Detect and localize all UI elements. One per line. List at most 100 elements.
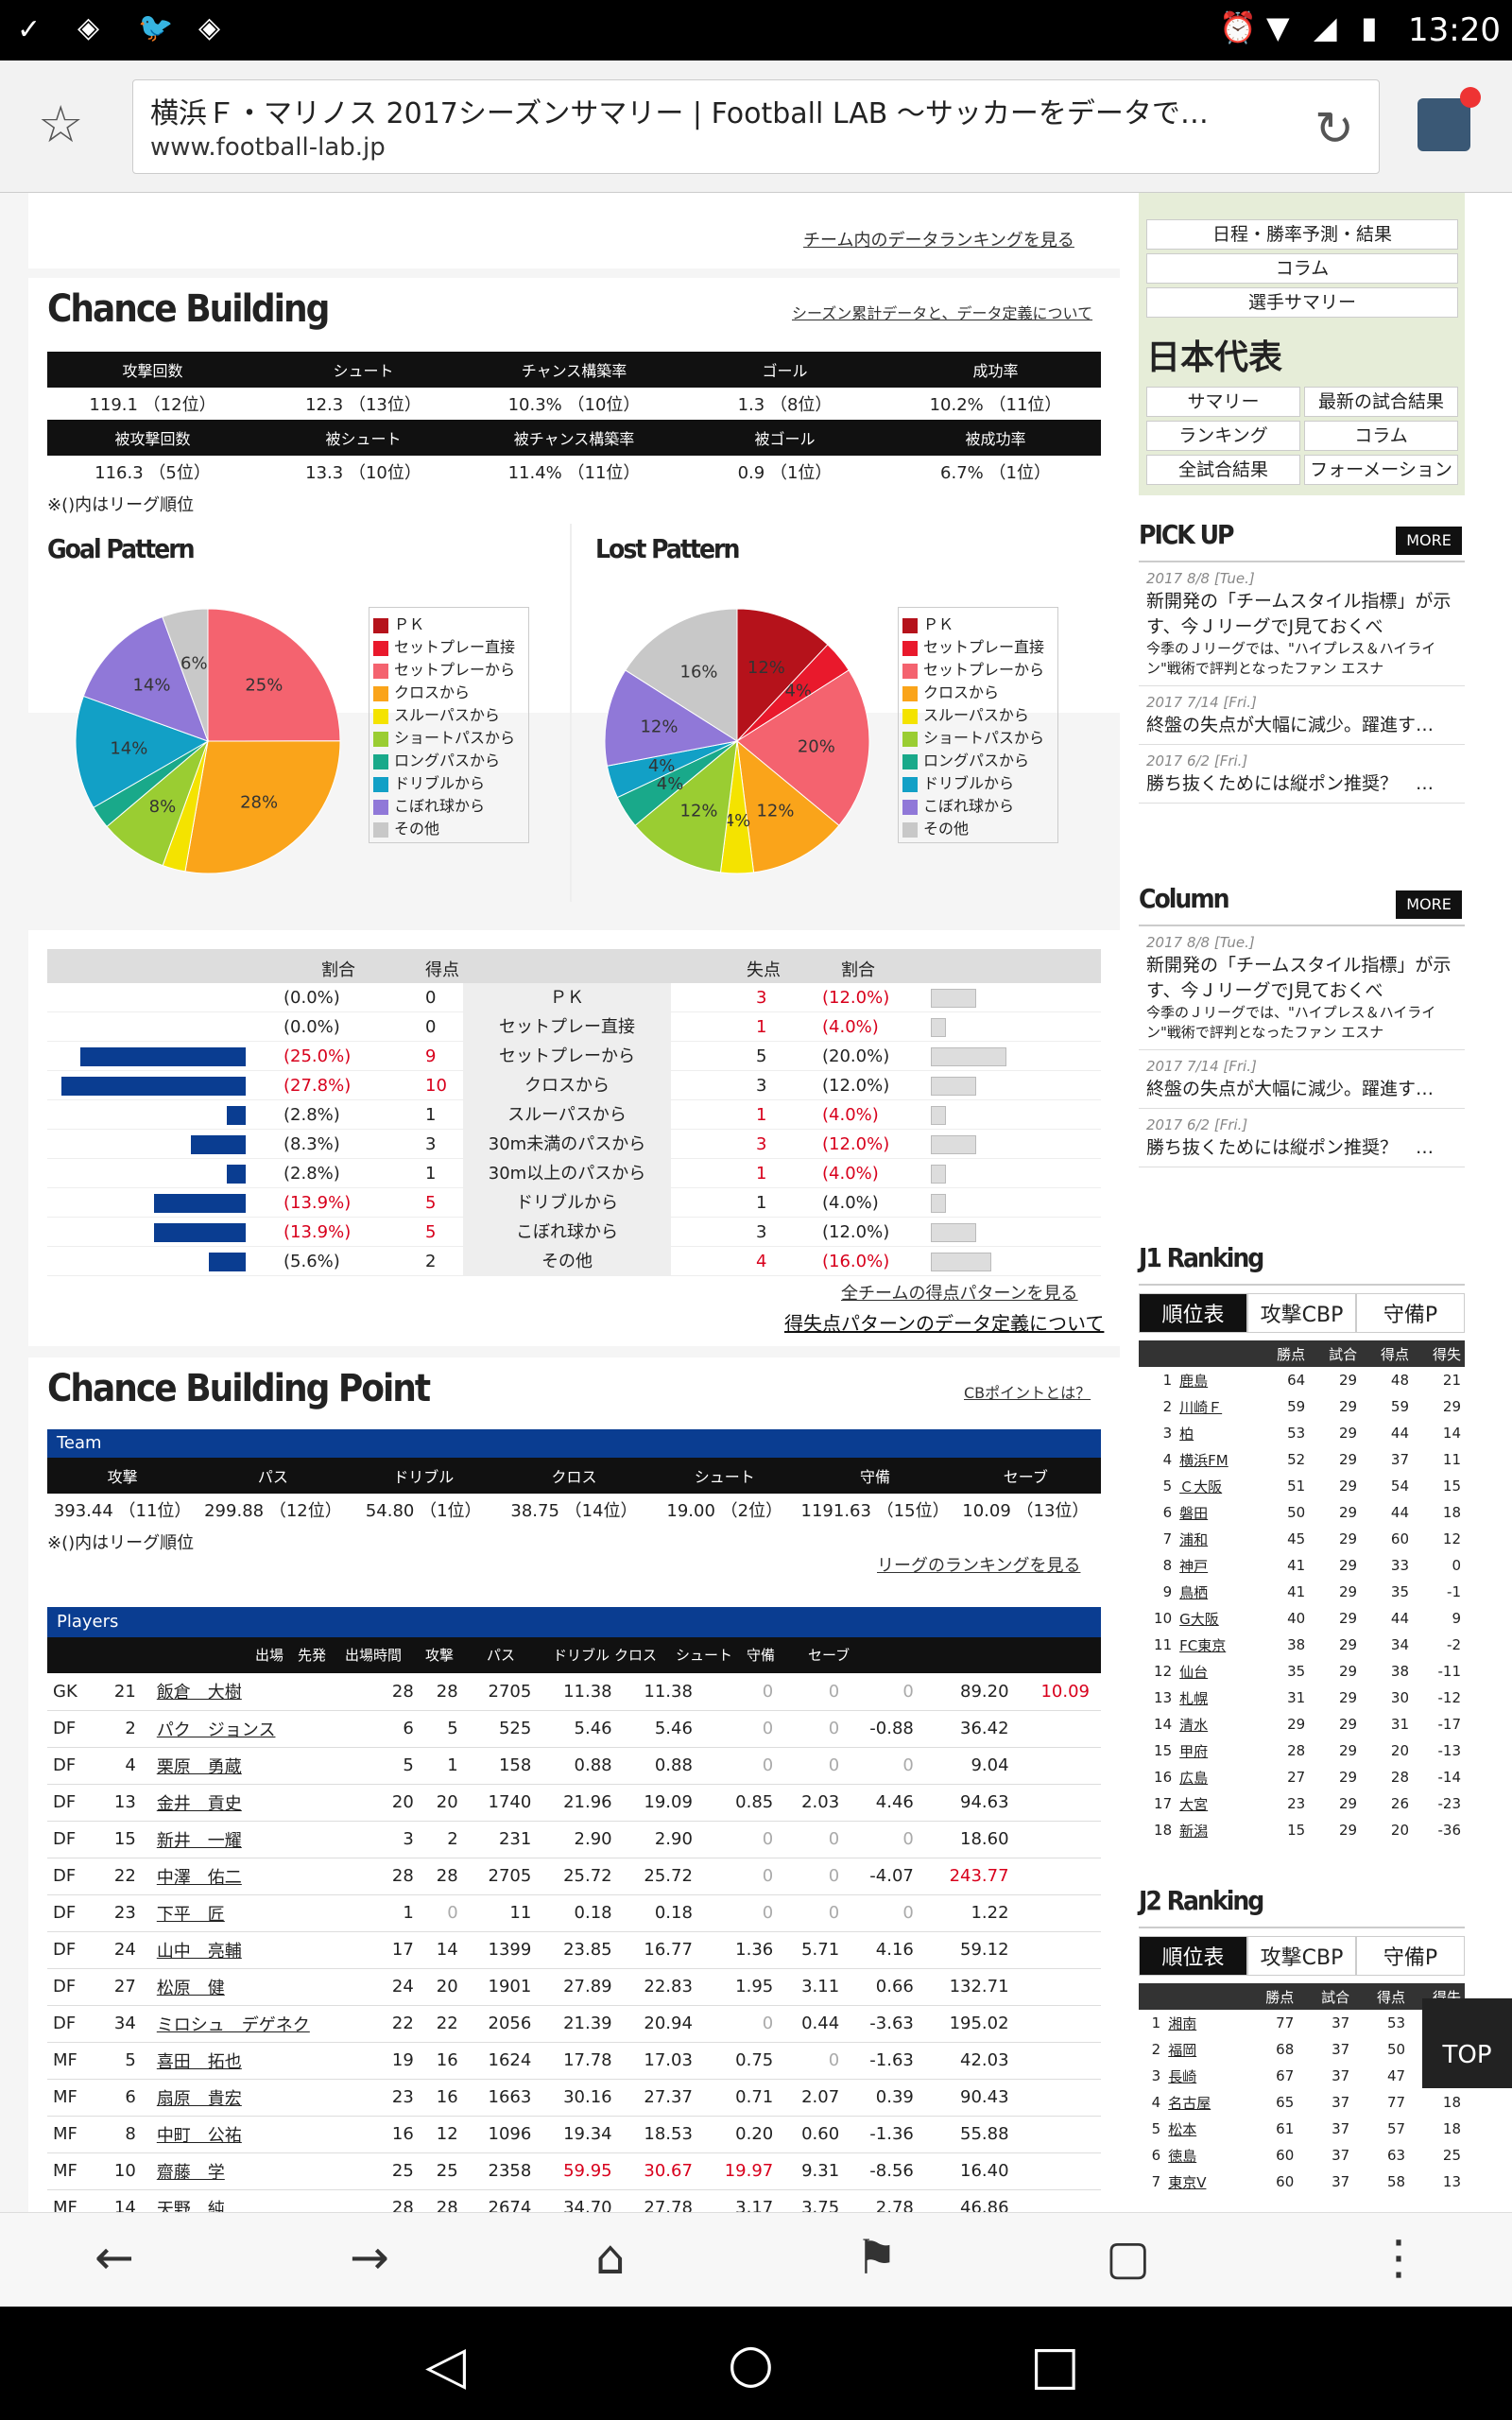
team-link[interactable]: 鹿島 (1179, 1372, 1209, 1390)
sidebar-link[interactable]: コラム (1146, 253, 1458, 284)
rank-tab[interactable]: 攻撃CBP (1247, 1936, 1356, 1976)
player-name[interactable]: 扇原 貴宏 (146, 2079, 381, 2117)
rank-row: 1 湘南 77 37 53 (1139, 2010, 1465, 2036)
tabs-icon[interactable]: ▢ (1106, 2230, 1151, 2285)
legend-item: ショートパスから (373, 725, 524, 748)
season-def-link[interactable]: シーズン累計データと、データ定義について (792, 304, 1093, 322)
article-item[interactable]: 2017 6/2 [Fri.] 勝ち抜くためには縦ポン推奨？ … (1139, 1109, 1465, 1167)
rank-tab[interactable]: 順位表 (1139, 1936, 1247, 1976)
pickup-more-button[interactable]: MORE (1396, 527, 1462, 555)
team-link[interactable]: 大宮 (1179, 1795, 1209, 1813)
league-ranking-link[interactable]: リーグのランキングを見る (877, 1556, 1081, 1576)
national-link[interactable]: サマリー (1146, 387, 1300, 417)
cbp-def-link[interactable]: CBポイントとは？ (964, 1384, 1091, 1402)
player-cell: 132.71 (924, 1968, 1021, 2006)
team-link[interactable]: 札幌 (1179, 1689, 1209, 1707)
team-link[interactable]: 広島 (1179, 1769, 1209, 1787)
rank-tab[interactable]: 守備P (1356, 1936, 1465, 1976)
article-item[interactable]: 2017 8/8 [Tue.] 新開発の「チームスタイル指標」が示す、今Ｊリーグで… (1139, 562, 1465, 686)
team-link[interactable]: 鳥栖 (1179, 1583, 1209, 1601)
address-box[interactable]: 横浜Ｆ・マリノス 2017シーズンサマリー | Football LAB ～サッ… (132, 79, 1380, 174)
pattern-label: セットプレー直接 (463, 1011, 671, 1042)
team-ranking-link[interactable]: チーム内のデータランキングを見る (803, 231, 1074, 251)
player-name[interactable]: 喜田 拓也 (146, 2042, 381, 2080)
team-link[interactable]: 東京V (1168, 2173, 1207, 2191)
team-link[interactable]: 甲府 (1179, 1742, 1209, 1760)
player-name[interactable]: ミロシュ デゲネク (146, 2005, 381, 2043)
column-more-button[interactable]: MORE (1396, 890, 1462, 919)
team-link[interactable]: 名古屋 (1168, 2094, 1211, 2112)
player-name[interactable]: 齋藤 学 (146, 2152, 381, 2190)
player-cell: 89.20 (924, 1673, 1021, 1711)
player-name[interactable]: 中澤 佑二 (146, 1858, 381, 1895)
player-name[interactable]: 天野 純 (146, 2189, 381, 2212)
forward-arrow-icon[interactable]: → (350, 2230, 389, 2285)
national-link[interactable]: ランキング (1146, 421, 1300, 451)
nav-recents-icon[interactable]: □ (1030, 2335, 1080, 2396)
team-link[interactable]: G大阪 (1179, 1610, 1219, 1628)
rank-cell: 44 (1390, 1610, 1409, 1627)
team-link[interactable]: 長崎 (1168, 2067, 1197, 2085)
sidebar-link[interactable]: 日程・勝率予測・結果 (1146, 219, 1458, 250)
rank-tab[interactable]: 順位表 (1139, 1293, 1247, 1333)
nav-home-icon[interactable]: ○ (728, 2333, 774, 2394)
team-link[interactable]: 仙台 (1179, 1663, 1209, 1681)
back-arrow-icon[interactable]: ← (94, 2230, 134, 2285)
rank-tab[interactable]: 攻撃CBP (1247, 1293, 1356, 1333)
browser-toolbar: ☆ 横浜Ｆ・マリノス 2017シーズンサマリー | Football LAB ～… (0, 60, 1512, 193)
goal-pie-chart: 25% 28% 8% 14% 14% 6% (75, 608, 341, 874)
account-icon[interactable] (1418, 98, 1470, 151)
national-link[interactable]: 全試合結果 (1146, 455, 1300, 485)
article-item[interactable]: 2017 8/8 [Tue.] 新開発の「チームスタイル指標」が示す、今Ｊリーグで… (1139, 926, 1465, 1050)
team-link[interactable]: 徳島 (1168, 2147, 1197, 2165)
star-icon[interactable]: ☆ (38, 95, 84, 154)
player-name[interactable]: 山中 亮輔 (146, 1931, 381, 1969)
rank-cell: 57 (1386, 2120, 1406, 2137)
team-link[interactable]: 新潟 (1179, 1822, 1209, 1840)
bookmark-icon[interactable]: ⚑ (855, 2230, 898, 2285)
team-link[interactable]: 浦和 (1179, 1530, 1209, 1548)
player-cell (1020, 1968, 1101, 2006)
team-link[interactable]: 柏 (1179, 1425, 1194, 1443)
player-cell: -1.36 (850, 2116, 925, 2153)
player-name[interactable]: 飯倉 大樹 (146, 1673, 381, 1711)
team-link[interactable]: 川崎Ｆ (1179, 1398, 1223, 1416)
player-cell: 243.77 (924, 1858, 1021, 1895)
rank-cell: 15 (1287, 1822, 1306, 1839)
all-team-pattern-link[interactable]: 全チームの得点パターンを見る (841, 1284, 1078, 1304)
player-name[interactable]: 金井 貢史 (146, 1784, 381, 1822)
nav-back-icon[interactable]: ◁ (425, 2335, 467, 2396)
player-cell: 25 (380, 2152, 425, 2190)
national-link[interactable]: コラム (1304, 421, 1458, 451)
team-link[interactable]: 湘南 (1168, 2014, 1197, 2032)
player-cell: 21.39 (542, 2005, 624, 2043)
article-item[interactable]: 2017 7/14 [Fri.] 終盤の失点が大幅に減少。躍進す… (1139, 686, 1465, 745)
national-link[interactable]: 最新の試合結果 (1304, 387, 1458, 417)
reload-icon[interactable]: ↻ (1314, 101, 1354, 156)
player-name[interactable]: 新井 一耀 (146, 1821, 381, 1858)
rank-tab[interactable]: 守備P (1356, 1293, 1465, 1333)
legend-swatch (373, 731, 388, 747)
menu-icon[interactable]: ⋮ (1375, 2230, 1422, 2285)
player-name[interactable]: 松原 健 (146, 1968, 381, 2006)
top-button[interactable]: TOP (1422, 1998, 1512, 2088)
sidebar-link[interactable]: 選手サマリー (1146, 287, 1458, 318)
article-item[interactable]: 2017 7/14 [Fri.] 終盤の失点が大幅に減少。躍進す… (1139, 1050, 1465, 1109)
home-icon[interactable]: ⌂ (595, 2230, 626, 2285)
player-name[interactable]: 中町 公祐 (146, 2116, 381, 2153)
player-name[interactable]: 栗原 勇蔵 (146, 1747, 381, 1785)
player-name[interactable]: 下平 匠 (146, 1894, 381, 1932)
pattern-def-link[interactable]: 得失点パターンのデータ定義について (784, 1312, 1105, 1335)
team-link[interactable]: 横浜FM (1179, 1451, 1228, 1469)
article-item[interactable]: 2017 6/2 [Fri.] 勝ち抜くためには縦ポン推奨？ … (1139, 745, 1465, 804)
team-link[interactable]: 神戸 (1179, 1557, 1209, 1575)
team-link[interactable]: 清水 (1179, 1716, 1209, 1734)
team-link[interactable]: 福岡 (1168, 2041, 1197, 2059)
team-link[interactable]: Ｃ大阪 (1179, 1478, 1223, 1495)
national-link[interactable]: フォーメーション (1304, 455, 1458, 485)
team-link[interactable]: 磐田 (1179, 1504, 1209, 1522)
player-name[interactable]: パク ジョンス (146, 1710, 381, 1748)
rank-cell: 53 (1386, 2014, 1406, 2031)
team-link[interactable]: FC東京 (1179, 1636, 1227, 1654)
team-link[interactable]: 松本 (1168, 2120, 1197, 2138)
